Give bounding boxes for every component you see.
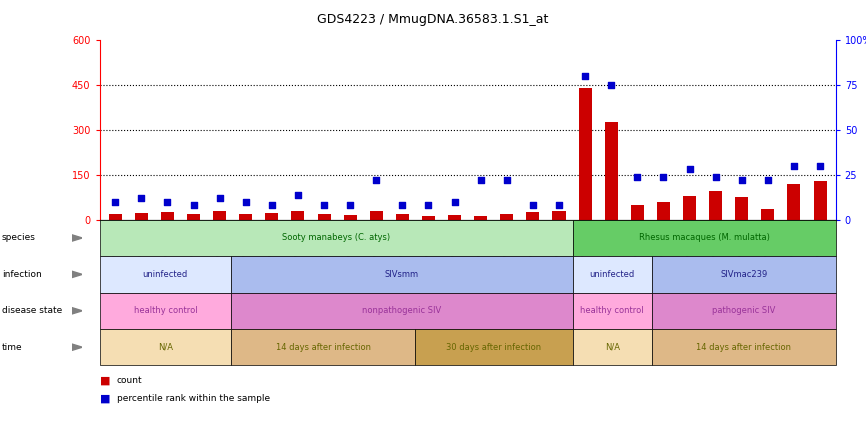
Polygon shape [72,271,82,278]
Text: ■: ■ [100,376,110,386]
Polygon shape [72,235,82,241]
Bar [448,215,461,220]
Point [370,177,384,184]
Text: infection: infection [2,270,42,279]
Point [708,173,722,180]
Text: uninfected: uninfected [143,270,188,279]
Bar [318,214,331,220]
Point [682,166,696,173]
Bar [527,212,540,220]
Point [396,202,410,209]
Text: percentile rank within the sample: percentile rank within the sample [117,394,270,403]
Bar [292,211,305,220]
Text: 14 days after infection: 14 days after infection [275,343,371,352]
Point [604,81,618,88]
Point [422,202,436,209]
Point [578,72,592,79]
Bar [604,123,617,220]
Point [656,173,670,180]
Text: 14 days after infection: 14 days after infection [696,343,792,352]
Point [317,202,331,209]
Point [787,163,801,170]
Bar [578,88,591,220]
Text: 30 days after infection: 30 days after infection [446,343,541,352]
Bar [109,214,122,220]
Polygon shape [72,344,82,350]
Point [630,173,644,180]
Bar [787,184,800,220]
Point [761,177,775,184]
Bar [475,216,488,220]
Point [108,198,122,205]
Text: count: count [117,377,143,385]
Bar [813,181,826,220]
Bar [344,215,357,220]
Point [343,202,357,209]
Point [160,198,174,205]
Point [448,198,462,205]
Bar [370,211,383,220]
Bar [135,213,148,220]
Bar [761,209,774,220]
Text: SIVsmm: SIVsmm [385,270,419,279]
Text: healthy control: healthy control [133,306,197,315]
Bar [187,214,200,220]
Bar [501,214,514,220]
Text: time: time [2,343,23,352]
Point [265,202,279,209]
Point [500,177,514,184]
Text: uninfected: uninfected [590,270,635,279]
Text: GDS4223 / MmugDNA.36583.1.S1_at: GDS4223 / MmugDNA.36583.1.S1_at [317,13,549,26]
Bar [709,191,722,220]
Text: healthy control: healthy control [580,306,644,315]
Text: N/A: N/A [604,343,620,352]
Point [813,163,827,170]
Bar [239,214,252,220]
Text: N/A: N/A [158,343,173,352]
Text: SIVmac239: SIVmac239 [720,270,767,279]
Bar [422,216,435,220]
Point [552,202,565,209]
Text: Rhesus macaques (M. mulatta): Rhesus macaques (M. mulatta) [639,234,770,242]
Text: disease state: disease state [2,306,62,315]
Text: ■: ■ [100,394,110,404]
Bar [630,205,643,220]
Bar [683,196,696,220]
Point [291,191,305,198]
Point [213,194,227,202]
Point [526,202,540,209]
Bar [265,213,278,220]
Bar [161,212,174,220]
Point [734,177,748,184]
Polygon shape [72,308,82,314]
Text: pathogenic SIV: pathogenic SIV [712,306,775,315]
Bar [657,202,670,220]
Bar [553,211,565,220]
Text: nonpathogenic SIV: nonpathogenic SIV [362,306,442,315]
Bar [735,197,748,220]
Text: Sooty manabeys (C. atys): Sooty manabeys (C. atys) [282,234,391,242]
Point [239,198,253,205]
Bar [213,211,226,220]
Point [134,194,148,202]
Point [187,202,201,209]
Text: species: species [2,234,36,242]
Bar [396,214,409,220]
Point [474,177,488,184]
